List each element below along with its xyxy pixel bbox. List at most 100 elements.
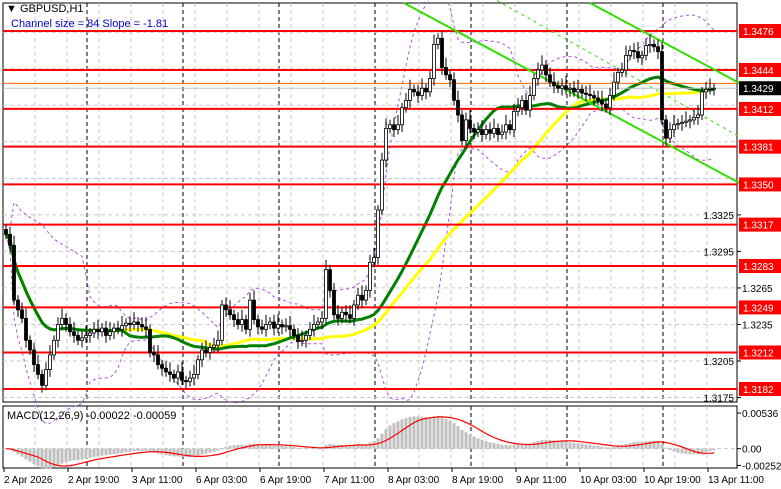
candle <box>432 43 436 79</box>
level-price-label: 1.3350 <box>743 180 774 191</box>
level-price-badge <box>739 345 781 360</box>
macd-histogram-bar <box>528 443 532 449</box>
price-tick-label: 1.3175 <box>703 394 734 405</box>
macd-histogram-bar <box>432 416 436 449</box>
macd-histogram-bar <box>184 448 188 458</box>
macd-histogram-bar <box>620 445 624 449</box>
macd-histogram-bar <box>700 448 704 454</box>
macd-histogram-bar <box>548 439 552 449</box>
candle <box>192 373 196 379</box>
candle <box>312 324 316 330</box>
macd-histogram-bar <box>232 445 236 449</box>
channel-line[interactable] <box>403 2 741 185</box>
candle <box>4 229 8 235</box>
current-price-label: 1.3429 <box>743 84 774 95</box>
candle <box>520 100 524 109</box>
macd-histogram-bar <box>480 439 484 449</box>
candle <box>364 289 368 301</box>
macd-pane[interactable] <box>2 405 738 469</box>
macd-histogram-bar <box>216 448 220 451</box>
level-price-label: 1.3249 <box>743 303 774 314</box>
candle <box>320 317 324 323</box>
candle <box>420 87 424 96</box>
macd-histogram-bar <box>408 416 412 449</box>
candle <box>536 69 540 79</box>
time-axis-label: 13 Apr 11:00 <box>708 475 764 486</box>
candle <box>504 124 508 133</box>
macd-histogram-bar <box>612 446 616 449</box>
candle <box>36 364 40 375</box>
candle <box>328 269 332 291</box>
macd-histogram-bar <box>128 448 132 452</box>
macd-histogram-bar <box>476 438 480 449</box>
macd-histogram-bar <box>600 446 604 449</box>
candle <box>348 314 352 319</box>
macd-histogram-bar <box>72 448 76 461</box>
candle <box>340 311 344 319</box>
candle <box>16 299 20 311</box>
candle <box>568 87 572 90</box>
candle <box>544 64 548 76</box>
level-price-label: 1.3317 <box>743 221 774 232</box>
candle <box>156 354 160 366</box>
candle <box>656 46 660 53</box>
macd-histogram-bar <box>100 448 104 456</box>
macd-histogram-bar <box>676 448 680 453</box>
candle <box>68 324 72 333</box>
macd-histogram-bar <box>648 440 652 449</box>
level-price-label: 1.3444 <box>743 66 774 77</box>
price-tick-label: 1.3295 <box>703 247 734 258</box>
level-price-badge <box>739 62 781 77</box>
candle <box>48 354 52 370</box>
macd-histogram-bar <box>116 448 120 454</box>
macd-histogram-bar <box>148 448 152 452</box>
candle <box>592 95 596 99</box>
candle <box>516 107 520 112</box>
macd-histogram-bar <box>608 447 612 449</box>
candle <box>144 326 148 330</box>
candle <box>652 43 656 48</box>
macd-histogram-bar <box>668 448 672 450</box>
candle <box>140 324 144 328</box>
candle <box>220 304 224 341</box>
macd-histogram-bar <box>684 448 688 454</box>
candle <box>276 324 280 329</box>
macd-histogram-bar <box>24 448 28 460</box>
macd-histogram-bar <box>348 445 352 449</box>
price-tick-label: 1.3205 <box>703 357 734 368</box>
macd-histogram-bar <box>220 448 224 449</box>
candle <box>596 97 600 101</box>
macd-histogram-bar <box>660 444 664 449</box>
candle <box>180 371 184 381</box>
level-price-badge <box>739 259 781 274</box>
candle <box>640 54 644 59</box>
candle <box>412 89 416 93</box>
macd-histogram-bar <box>416 416 420 449</box>
candle <box>356 294 360 306</box>
candle <box>352 304 356 319</box>
macd-histogram-bar <box>428 417 432 449</box>
macd-histogram-bar <box>312 448 316 449</box>
time-axis-label: 6 Apr 19:00 <box>260 475 312 486</box>
macd-histogram-bar <box>168 448 172 456</box>
macd-histogram-bar <box>28 448 32 462</box>
macd-histogram-bar <box>436 416 440 449</box>
macd-histogram-bar <box>296 447 300 449</box>
collapse-triangle-icon[interactable]: ▼ <box>6 3 17 15</box>
channel-line[interactable] <box>496 0 741 138</box>
candle <box>468 119 472 129</box>
candle <box>692 117 696 121</box>
candle <box>316 321 320 325</box>
level-price-label: 1.3412 <box>743 105 774 116</box>
candle <box>108 331 112 336</box>
macd-histogram-bar <box>144 448 148 451</box>
macd-histogram-bar <box>52 448 56 468</box>
symbol-label: GBPUSD,H1 <box>19 3 84 15</box>
macd-histogram-bar <box>224 446 228 449</box>
macd-histogram-bar <box>364 444 368 449</box>
macd-histogram-bar <box>132 448 136 452</box>
channel-line[interactable] <box>589 2 741 85</box>
candle <box>688 119 692 122</box>
